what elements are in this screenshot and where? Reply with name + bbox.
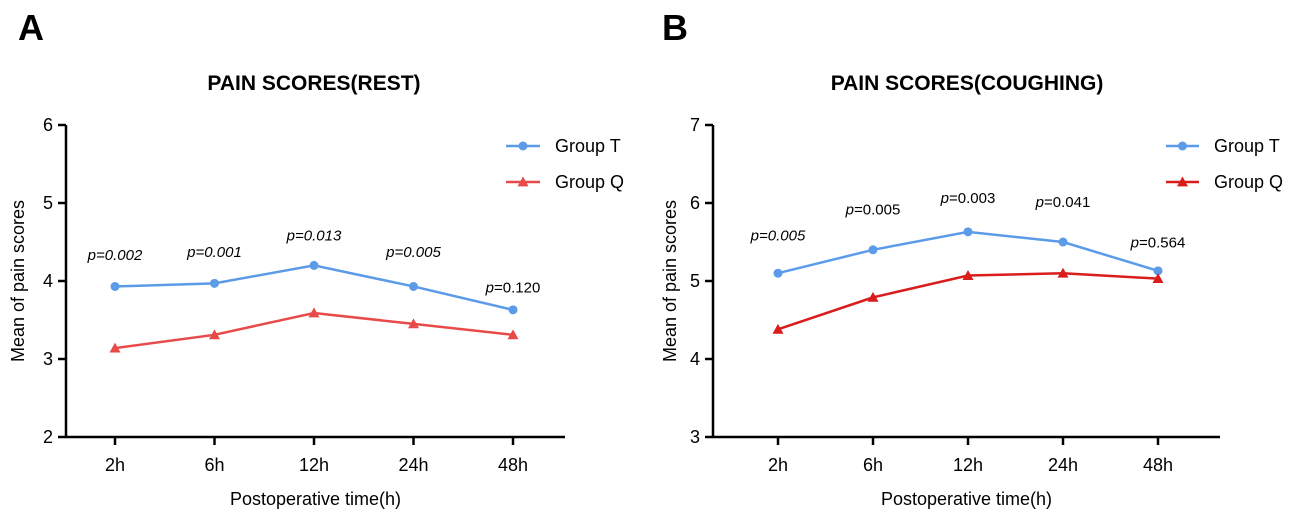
data-point	[963, 227, 973, 237]
data-point	[409, 281, 418, 291]
data-point	[210, 278, 219, 288]
panel-letter: B	[662, 7, 688, 48]
x-tick-label: 12h	[953, 455, 983, 475]
p-value-annotation: p=0.013	[286, 227, 342, 244]
x-axis-label: Postoperative time(h)	[230, 489, 401, 509]
x-axis-label: Postoperative time(h)	[881, 489, 1052, 509]
p-value-annotation: p=0.041	[1035, 194, 1091, 211]
chart-panel-a: A PAIN SCORES(REST) 2 3 4 5 6 2h 6h 12h 24h 48h Mean…	[8, 7, 624, 509]
chart-title: PAIN SCORES(REST)	[207, 72, 420, 95]
y-tick-label: 7	[690, 115, 700, 135]
y-tick-label: 3	[43, 349, 53, 369]
x-tick-label: 6h	[204, 455, 224, 475]
legend-marker	[517, 176, 529, 187]
series-group-t	[773, 227, 1163, 278]
y-axis-label: Mean of pain scores	[8, 200, 28, 362]
data-point	[868, 245, 878, 255]
data-point	[209, 329, 220, 340]
x-tick-label: 2h	[768, 455, 788, 475]
data-point	[507, 329, 519, 340]
y-axis-label: Mean of pain scores	[660, 200, 680, 362]
legend-label: Group T	[555, 136, 621, 156]
y-tick-label: 4	[690, 349, 700, 369]
x-tick-label: 6h	[863, 455, 883, 475]
panel-letter: A	[18, 7, 44, 48]
y-tick-label: 5	[43, 193, 53, 213]
legend-entry: Group Q	[1166, 172, 1283, 192]
data-point	[508, 305, 518, 315]
x-tick-label: 24h	[1048, 455, 1078, 475]
legend-entry: Group Q	[506, 172, 624, 192]
series-line	[114, 264, 514, 312]
data-point	[110, 281, 120, 291]
data-point	[408, 318, 419, 329]
series-group-q	[109, 307, 519, 353]
series-line	[114, 311, 514, 350]
legend-marker	[518, 141, 528, 151]
y-tick-label: 2	[43, 427, 53, 447]
p-value-annotation: p=0.005	[845, 202, 901, 219]
p-value-annotation: p=0.003	[940, 190, 996, 207]
y-tick-label: 5	[690, 271, 700, 291]
data-point	[1152, 273, 1164, 284]
x-tick-label: 48h	[498, 455, 528, 475]
series-group-q	[772, 267, 1164, 334]
p-value-annotation: p=0.005	[750, 227, 806, 244]
data-point	[867, 291, 879, 302]
data-point	[1058, 237, 1068, 247]
data-point	[1153, 266, 1163, 276]
legend-label: Group Q	[555, 172, 624, 192]
y-tick-label: 6	[43, 115, 53, 135]
chart-title: PAIN SCORES(COUGHING)	[831, 72, 1104, 95]
chart-panel-b: B PAIN SCORES(COUGHING) 3 4 5 6 7 2h 6h 12h 24h 48h…	[660, 7, 1283, 509]
data-point	[308, 307, 320, 318]
x-tick-label: 12h	[299, 455, 329, 475]
legend-entry: Group T	[1166, 136, 1280, 156]
data-point	[109, 342, 121, 353]
y-tick-label: 6	[690, 193, 700, 213]
x-tick-label: 24h	[398, 455, 428, 475]
y-tick-label: 4	[43, 271, 53, 291]
x-tick-label: 2h	[105, 455, 125, 475]
data-point	[773, 268, 783, 278]
data-point	[772, 323, 784, 334]
legend-marker	[1178, 141, 1187, 151]
legend-entry: Group T	[506, 136, 621, 156]
series-line	[777, 271, 1159, 331]
legend-label: Group Q	[1214, 172, 1283, 192]
p-value-annotation: p=0.564	[1130, 234, 1186, 251]
legend-marker	[1177, 176, 1188, 187]
p-value-annotation: p=0.002	[87, 247, 143, 264]
p-value-annotation: p=0.120	[485, 280, 541, 297]
p-value-annotation: p=0.005	[385, 244, 441, 261]
legend-label: Group T	[1214, 136, 1280, 156]
data-point	[309, 260, 319, 270]
series-group-t	[110, 260, 518, 315]
data-point	[1057, 267, 1069, 278]
data-point	[962, 270, 974, 280]
p-value-annotation: p=0.001	[186, 244, 242, 261]
series-line	[777, 230, 1159, 275]
x-tick-label: 48h	[1143, 455, 1173, 475]
y-tick-label: 3	[690, 427, 700, 447]
